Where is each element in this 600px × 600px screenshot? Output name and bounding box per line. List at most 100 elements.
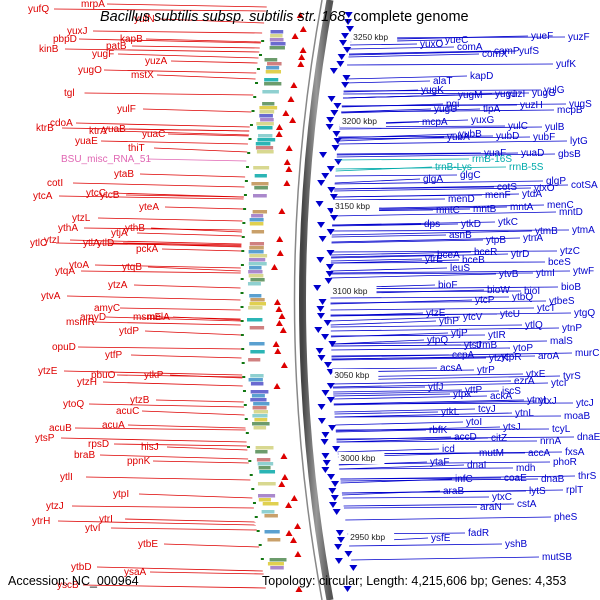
forward-gene-arrow [330,215,339,221]
right-callout-line [331,254,435,258]
title-suffix: , complete genome [345,9,469,25]
left-gene-label: ythA [58,223,78,234]
feature-band [250,278,265,282]
forward-gene-arrow [327,187,336,193]
reverse-gene-arrow [283,159,291,165]
feature-band [254,186,268,190]
left-callout-line [159,18,265,24]
right-gene-label: ytdA [522,189,542,200]
right-gene-label: ytrE [425,254,443,265]
right-gene-label: ytmI [536,268,555,279]
feature-band [258,494,276,498]
feature-tick [240,334,244,336]
right-gene-label: alaT [433,76,452,87]
left-gene-label: yuaE [75,136,98,147]
right-callout-line [339,464,465,470]
right-callout-line [330,327,560,332]
reverse-gene-arrow [275,124,283,130]
feature-band [269,46,285,50]
right-callout-line [333,400,537,406]
feature-band [248,262,267,266]
right-gene-label: yubB [459,129,482,140]
right-callout-line [343,506,478,509]
right-callout-line [333,399,525,405]
reverse-gene-arrow [281,474,289,480]
reverse-gene-arrow [290,495,298,501]
left-callout-line [108,242,242,248]
feature-band [257,126,273,130]
right-callout-line [336,437,489,443]
right-callout-line [331,340,548,345]
left-gene-label: ytlI [60,472,73,483]
left-gene-label: yuaC [142,129,165,140]
left-callout-line [72,182,245,188]
left-gene-label: ppnK [127,456,151,467]
left-gene-label: ktrA [89,126,107,137]
forward-gene-arrow [317,180,326,186]
left-gene-label: yufN [134,14,155,25]
right-callout-line [330,273,497,279]
left-callout-line [83,227,242,231]
right-callout-line [330,261,546,264]
left-callout-line [167,133,249,137]
left-gene-label: mrpA [81,0,105,10]
right-callout-line [351,556,540,561]
right-gene-label: lytG [570,136,588,147]
right-gene-label: yuxO [420,39,444,50]
left-gene-label: melA [147,312,170,323]
left-gene-label: ytrI [99,514,113,525]
feature-band [253,166,270,170]
right-callout-line [330,270,571,274]
forward-gene-arrow [333,103,342,109]
left-callout-line [138,493,253,499]
left-callout-line [156,74,256,80]
right-gene-label: ytmB [535,226,558,237]
feature-tick [240,278,244,280]
reverse-gene-arrow [285,166,293,172]
right-gene-label: ytnA [523,233,543,244]
right-callout-line [331,354,450,357]
left-callout-line [85,476,251,481]
feature-band [259,110,275,114]
forward-gene-arrow [343,47,352,53]
right-gene-label: ytvB [499,269,519,280]
left-gene-label: pbpD [53,34,77,45]
right-callout-line [332,386,426,389]
left-callout-line [78,38,261,44]
feature-band [270,566,284,570]
left-callout-line [114,130,249,136]
feature-tick [248,138,252,140]
right-gene-label: araN [480,502,502,513]
right-gene-label: ytkL [441,407,460,418]
reverse-gene-arrow [298,54,306,60]
feature-band [255,446,274,450]
left-gene-label: ytcB [100,190,120,201]
right-callout-line [336,440,538,443]
right-callout-line [339,126,543,130]
right-gene-label: tcyL [552,424,571,435]
reverse-gene-arrow [299,26,307,32]
right-gene-label: bceB [462,255,485,266]
left-gene-label: yteA [139,202,159,213]
right-gene-label: lytS [529,486,546,497]
right-callout-line [334,180,544,185]
right-gene-label: araB [443,486,464,497]
right-callout-line [349,46,455,50]
feature-band [253,402,270,406]
right-callout-line [348,53,480,58]
left-gene-label: cotI [47,178,63,189]
kbp-tick-bg [332,369,379,381]
feature-tick [243,208,247,210]
right-gene-label: ytcJ [576,398,594,409]
right-callout-line [333,395,488,400]
right-callout-line [343,503,515,507]
right-callout-line [330,258,423,262]
feature-band [249,222,264,226]
right-gene-label: ytzC [560,246,580,257]
right-callout-line [341,490,441,496]
left-callout-line [111,192,244,198]
reverse-gene-arrow [275,320,283,326]
feature-band [270,42,286,46]
right-callout-line [336,153,556,158]
